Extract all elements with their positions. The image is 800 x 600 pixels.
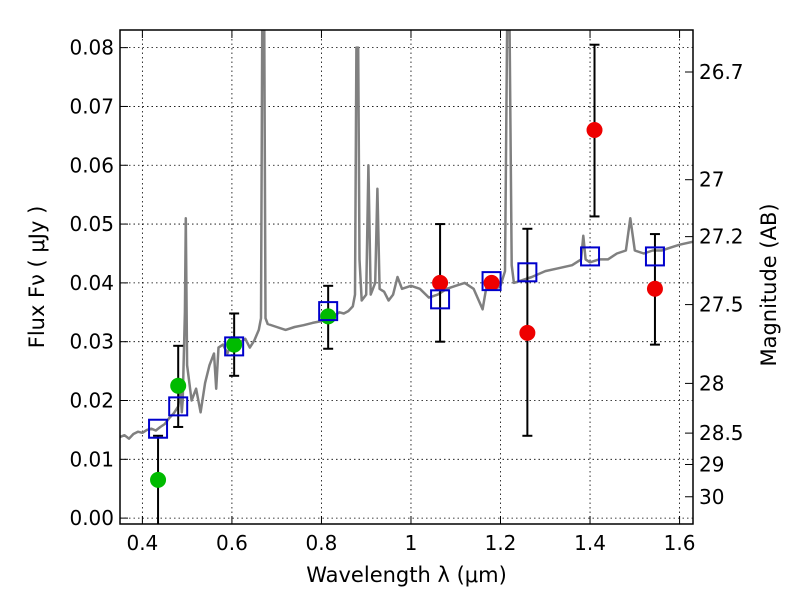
red-point: [519, 324, 536, 341]
green-point: [150, 471, 167, 488]
y-tick-label: 0.03: [69, 330, 114, 354]
green-point: [226, 336, 243, 353]
green-point: [170, 377, 187, 394]
right-tick-label: 28.5: [699, 421, 744, 445]
x-tick-label: 1.6: [664, 531, 696, 555]
red-point: [483, 274, 500, 291]
model-square-marker: [481, 271, 502, 292]
red-point: [646, 280, 663, 297]
right-tick-label: 27.5: [699, 293, 744, 317]
x-tick-label: 0.8: [306, 531, 338, 555]
y-axis-label-left: Flux Fν ( μJy ): [25, 206, 49, 349]
right-tick-label: 28: [699, 371, 724, 395]
red-point: [586, 121, 603, 138]
x-tick-label: 1: [405, 531, 418, 555]
right-tick-label: 30: [699, 485, 724, 509]
y-tick-label: 0.06: [69, 153, 114, 177]
model-square-marker: [148, 418, 169, 439]
x-axis-label: Wavelength λ (μm): [306, 563, 507, 587]
model-square-marker: [517, 262, 538, 283]
y-tick-label: 0.00: [69, 506, 114, 530]
model-square-marker: [580, 246, 601, 267]
red-point: [432, 274, 449, 291]
x-tick-label: 0.4: [126, 531, 158, 555]
plot-frame: [119, 29, 694, 525]
right-tick-label: 26.7: [699, 60, 744, 84]
y-tick-label: 0.07: [69, 94, 114, 118]
plot-area: [120, 30, 693, 524]
y-axis-label-right: Magnitude (AB): [757, 203, 781, 366]
grid: [120, 30, 693, 524]
y-tick-label: 0.02: [69, 389, 114, 413]
x-tick-label: 1.4: [574, 531, 606, 555]
y-tick-label: 0.01: [69, 447, 114, 471]
x-tick-label: 0.6: [216, 531, 248, 555]
x-tick-label: 1.2: [485, 531, 517, 555]
model-square-marker: [430, 289, 451, 310]
spectrum-line: [120, 30, 693, 440]
model-square-marker: [644, 246, 665, 267]
right-tick-label: 27.2: [699, 225, 744, 249]
model-square-marker: [318, 301, 339, 322]
y-tick-label: 0.05: [69, 212, 114, 236]
model-square-marker: [224, 336, 245, 357]
right-tick-label: 27: [699, 168, 724, 192]
green-point: [320, 308, 337, 325]
y-tick-label: 0.04: [69, 271, 114, 295]
model-square-marker: [168, 396, 189, 417]
axes: 0.4 0.6 0.8 1 1.2 1.4 1.6 0.00 0.01 0.02 0.03 0.04 0…: [69, 30, 744, 555]
y-tick-label: 0.08: [69, 36, 114, 60]
right-tick-label: 29: [699, 452, 724, 476]
